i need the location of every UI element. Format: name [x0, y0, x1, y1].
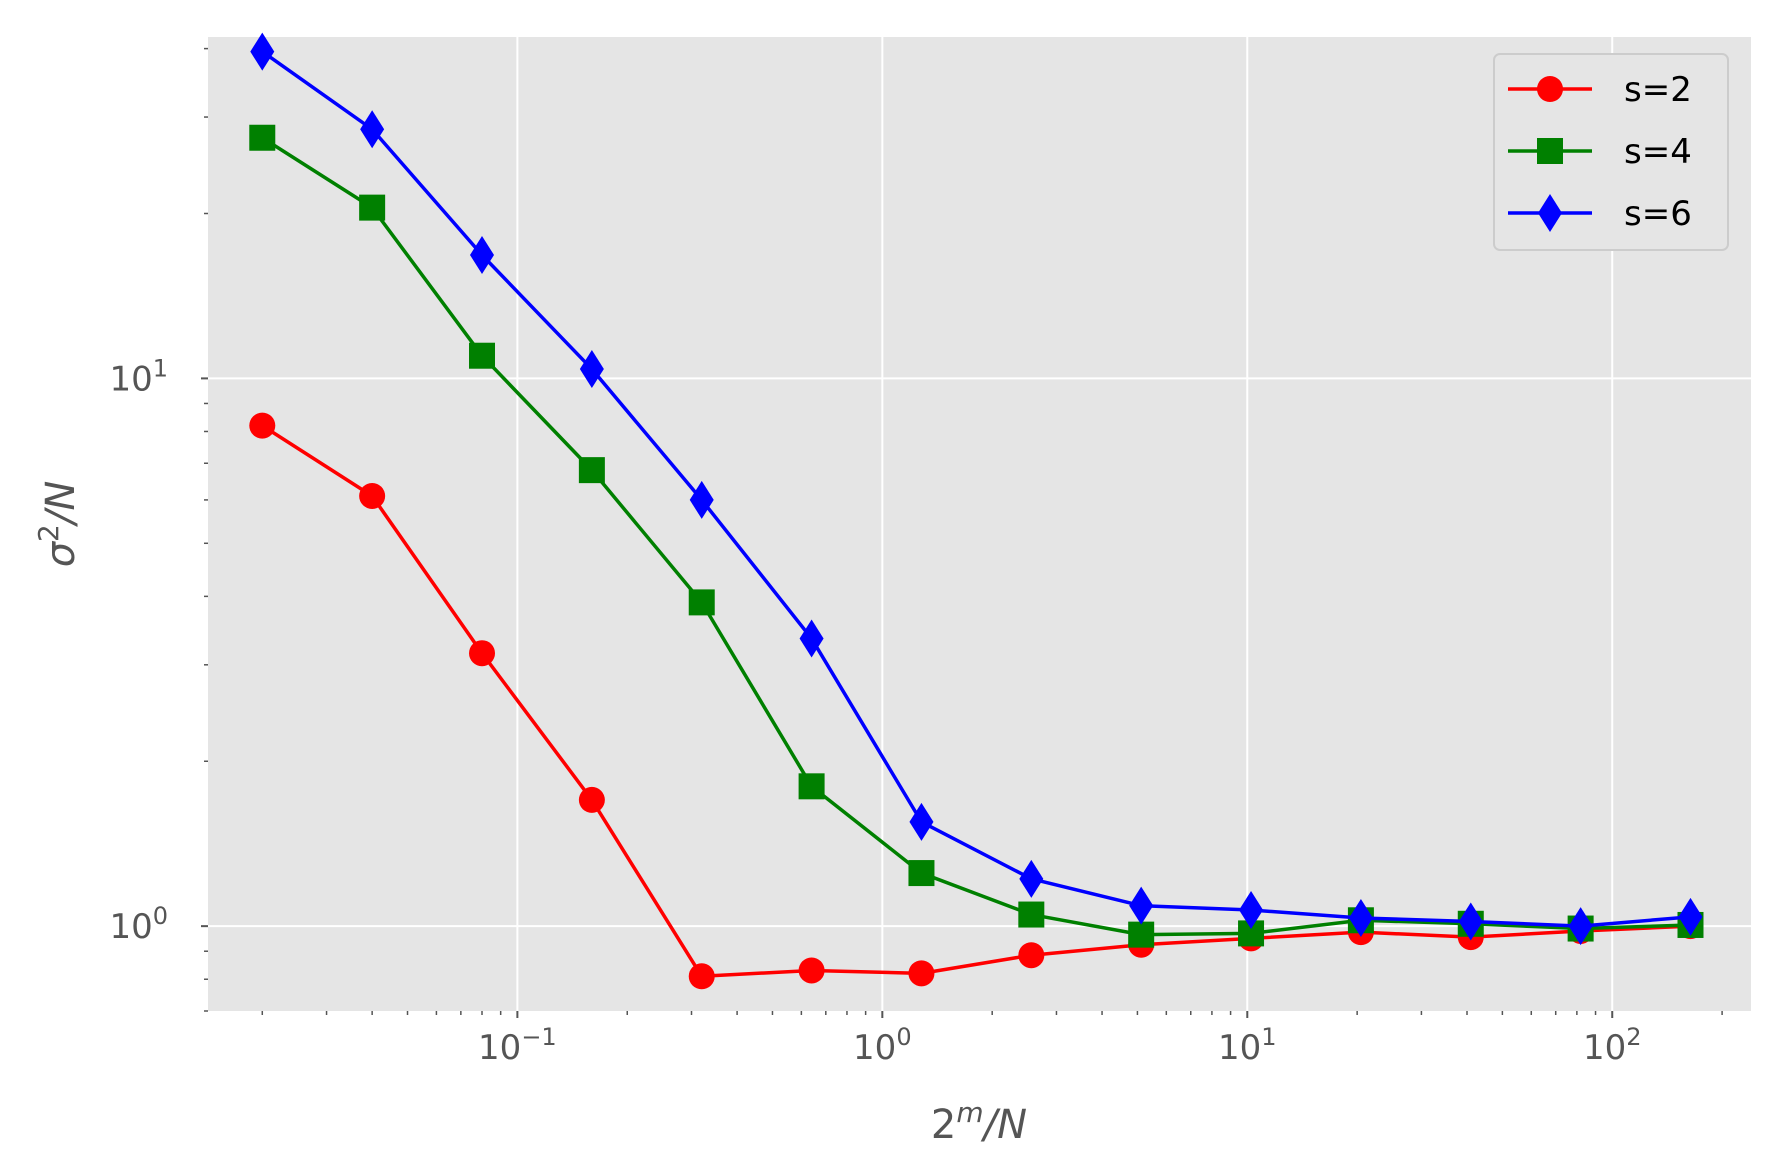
- legend-marker: [1537, 76, 1563, 102]
- data-point: [688, 589, 715, 616]
- x-tick-label-exp: −1: [521, 1023, 556, 1051]
- legend-marker: [1537, 138, 1563, 164]
- data-point: [249, 412, 276, 439]
- x-tick-label: 101: [1218, 1023, 1277, 1068]
- x-tick-label-base: 10: [853, 1028, 896, 1068]
- y-tick-label-base: 10: [109, 359, 152, 399]
- minor-ticks: [201, 47, 1723, 1018]
- data-point: [250, 32, 275, 71]
- legend-label: s=2: [1624, 70, 1692, 110]
- legend-label: s=4: [1624, 132, 1692, 172]
- y-tick-label-exp: 0: [153, 902, 168, 930]
- data-point: [359, 194, 386, 221]
- y-tick-label: 101: [109, 354, 168, 399]
- data-point: [1018, 901, 1045, 928]
- data-point: [798, 957, 825, 984]
- series-line: [261, 50, 1691, 928]
- data-point: [689, 480, 714, 519]
- data-point: [249, 124, 276, 151]
- legend-marker: [1538, 194, 1562, 232]
- data-point: [469, 342, 496, 369]
- data-point: [1458, 902, 1483, 941]
- data-point: [909, 802, 934, 841]
- y-axis-label: σ2/N: [32, 481, 84, 568]
- series-line: [261, 136, 1691, 937]
- x-tick-label: 102: [1583, 1023, 1642, 1068]
- series-layer: [249, 32, 1704, 990]
- x-axis-label: 2m/N: [931, 1096, 1027, 1148]
- data-point: [1019, 859, 1044, 898]
- y-axis-label-base: σ: [38, 540, 84, 567]
- data-point: [1129, 886, 1154, 925]
- data-point: [908, 960, 935, 987]
- y-tick-label: 100: [109, 902, 168, 947]
- data-point: [798, 773, 825, 800]
- grid-lines: [208, 37, 1751, 1011]
- data-point: [1239, 891, 1264, 930]
- x-tick-label-base: 10: [1218, 1028, 1261, 1068]
- data-point: [359, 482, 386, 509]
- x-axis-label-base: 2: [931, 1102, 956, 1148]
- legend-label: s=6: [1624, 194, 1692, 234]
- series-s=6: [250, 32, 1703, 946]
- data-point: [578, 786, 605, 813]
- data-point: [1018, 942, 1045, 969]
- legend-entry: s=2: [1508, 70, 1692, 110]
- data-point: [1348, 898, 1373, 937]
- series-line: [261, 424, 1691, 979]
- x-tick-label-exp: 2: [1626, 1023, 1641, 1051]
- data-point: [579, 350, 604, 389]
- x-tick-labels: 10−1 100 101 102: [478, 1023, 1641, 1068]
- y-axis-label-exp: 2: [32, 524, 65, 542]
- x-axis-label-tail: /N: [981, 1102, 1027, 1148]
- legend-entry: s=6: [1508, 194, 1692, 234]
- x-tick-label-base: 10: [478, 1028, 521, 1068]
- x-tick-label-exp: 0: [896, 1023, 911, 1051]
- data-point: [1128, 921, 1155, 948]
- legend: s=2 s=4 s=6: [1493, 53, 1729, 251]
- x-tick-label: 100: [853, 1023, 912, 1068]
- y-axis-label-tail: /N: [38, 481, 84, 527]
- x-tick-label: 10−1: [478, 1023, 557, 1068]
- y-tick-label-exp: 1: [153, 354, 168, 382]
- x-tick-label-base: 10: [1583, 1028, 1626, 1068]
- data-point: [1568, 907, 1593, 946]
- data-point: [799, 619, 824, 658]
- data-point: [469, 640, 496, 667]
- x-axis-label-exp: m: [956, 1096, 983, 1129]
- data-point: [688, 963, 715, 990]
- data-point: [908, 860, 935, 887]
- data-point: [470, 235, 495, 274]
- data-point: [578, 457, 605, 484]
- x-tick-label-exp: 1: [1261, 1023, 1276, 1051]
- y-tick-label-base: 10: [109, 907, 152, 947]
- legend-entry: s=4: [1508, 132, 1692, 172]
- data-point: [1678, 897, 1703, 936]
- data-point: [360, 110, 385, 149]
